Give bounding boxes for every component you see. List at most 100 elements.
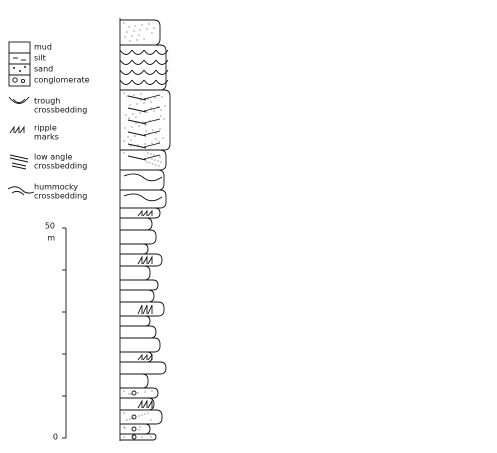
bed — [120, 265, 151, 281]
bed — [120, 189, 167, 209]
sand-dot — [134, 135, 136, 137]
legend-label: trough — [34, 97, 60, 106]
ripple-mark — [137, 399, 153, 409]
sand-dot — [143, 38, 145, 40]
sand-dot — [140, 99, 142, 101]
bed — [120, 289, 155, 303]
sand-dot — [153, 27, 155, 29]
scale-bottom-label: 0 — [53, 433, 58, 442]
bed — [120, 337, 161, 353]
sand-dot — [123, 412, 125, 414]
sand-dot — [160, 115, 162, 117]
trough-mark — [143, 79, 157, 85]
sand-dot — [155, 138, 157, 140]
sand-dot — [138, 34, 140, 36]
sand-dot — [123, 22, 125, 24]
sand-dot — [159, 128, 161, 130]
low-angle-mark — [127, 142, 161, 149]
bed — [120, 315, 151, 327]
legend-label: mud — [34, 43, 52, 52]
trough-mark — [143, 49, 157, 55]
trough-mark — [119, 49, 133, 55]
bed — [120, 397, 155, 411]
bed — [120, 243, 149, 255]
sand-dot — [141, 414, 143, 416]
bed — [120, 229, 157, 245]
sand-dot — [137, 144, 139, 146]
sand-dot — [123, 390, 125, 392]
trough-mark — [155, 49, 169, 55]
sand-dot — [129, 40, 131, 42]
sand-dot — [143, 102, 145, 104]
sand-dot — [158, 165, 160, 167]
trough-mark — [155, 79, 169, 85]
sand-dot — [146, 111, 148, 113]
sand-dot — [161, 96, 163, 98]
sand-dot — [151, 390, 153, 392]
legend-label: conglomerate — [34, 76, 90, 85]
ripple-mark — [137, 209, 153, 217]
trough-mark — [155, 69, 169, 75]
pebble — [131, 390, 137, 396]
pebble — [131, 434, 137, 440]
sand-dot — [155, 132, 157, 134]
sand-dot — [139, 426, 141, 428]
sand-dot — [157, 160, 159, 162]
bed — [120, 433, 157, 441]
trough-mark — [143, 69, 157, 75]
sand-dot — [147, 98, 149, 100]
low-angle-mark — [127, 94, 161, 101]
sand-dot — [133, 94, 135, 96]
sand-dot — [136, 103, 138, 105]
sand-dot — [138, 429, 140, 431]
low-angle-mark — [127, 130, 161, 137]
hummocky-mark — [123, 193, 163, 202]
bed — [120, 409, 163, 425]
sand-dot — [141, 24, 143, 26]
sand-dot — [132, 436, 134, 438]
sand-dot — [150, 419, 152, 421]
sand-dot — [129, 418, 131, 420]
legend-label: hummocky — [34, 183, 78, 192]
legend-label: low angle — [34, 153, 72, 162]
trough-mark — [131, 79, 145, 85]
ripple-mark — [137, 304, 153, 315]
sand-dot — [141, 436, 143, 438]
sand-dot — [126, 95, 128, 97]
sand-dot — [150, 153, 152, 155]
trough-mark — [119, 79, 133, 85]
sand-dot — [145, 130, 147, 132]
bed — [120, 301, 165, 317]
sand-dot — [130, 139, 132, 141]
sand-dot — [123, 426, 125, 428]
sand-dot — [128, 117, 130, 119]
bed — [120, 387, 159, 399]
sand-dot — [132, 113, 134, 115]
pebble — [131, 414, 137, 420]
column — [119, 18, 171, 441]
trough-mark — [131, 59, 145, 65]
sand-dot — [144, 143, 146, 145]
sand-dot — [153, 154, 155, 156]
sand-dot — [128, 393, 130, 395]
sand-dot — [146, 161, 148, 163]
sand-dot — [147, 152, 149, 154]
low-angle-mark — [127, 106, 161, 113]
sand-dot — [126, 419, 128, 421]
sand-dot — [154, 159, 156, 161]
sand-dot — [150, 101, 152, 103]
sand-dot — [164, 105, 166, 107]
sand-dot — [153, 110, 155, 112]
sand-dot — [138, 415, 140, 417]
sand-dot — [151, 158, 153, 160]
sand-dot — [151, 32, 153, 34]
legend-label: silt — [34, 54, 46, 63]
bed — [120, 19, 161, 46]
sand-dot — [139, 112, 141, 114]
sand-dot — [123, 92, 125, 94]
bed — [120, 149, 167, 171]
sand-dot — [126, 31, 128, 33]
sand-dot — [131, 126, 133, 128]
scale-top-label: 50 — [45, 222, 55, 231]
